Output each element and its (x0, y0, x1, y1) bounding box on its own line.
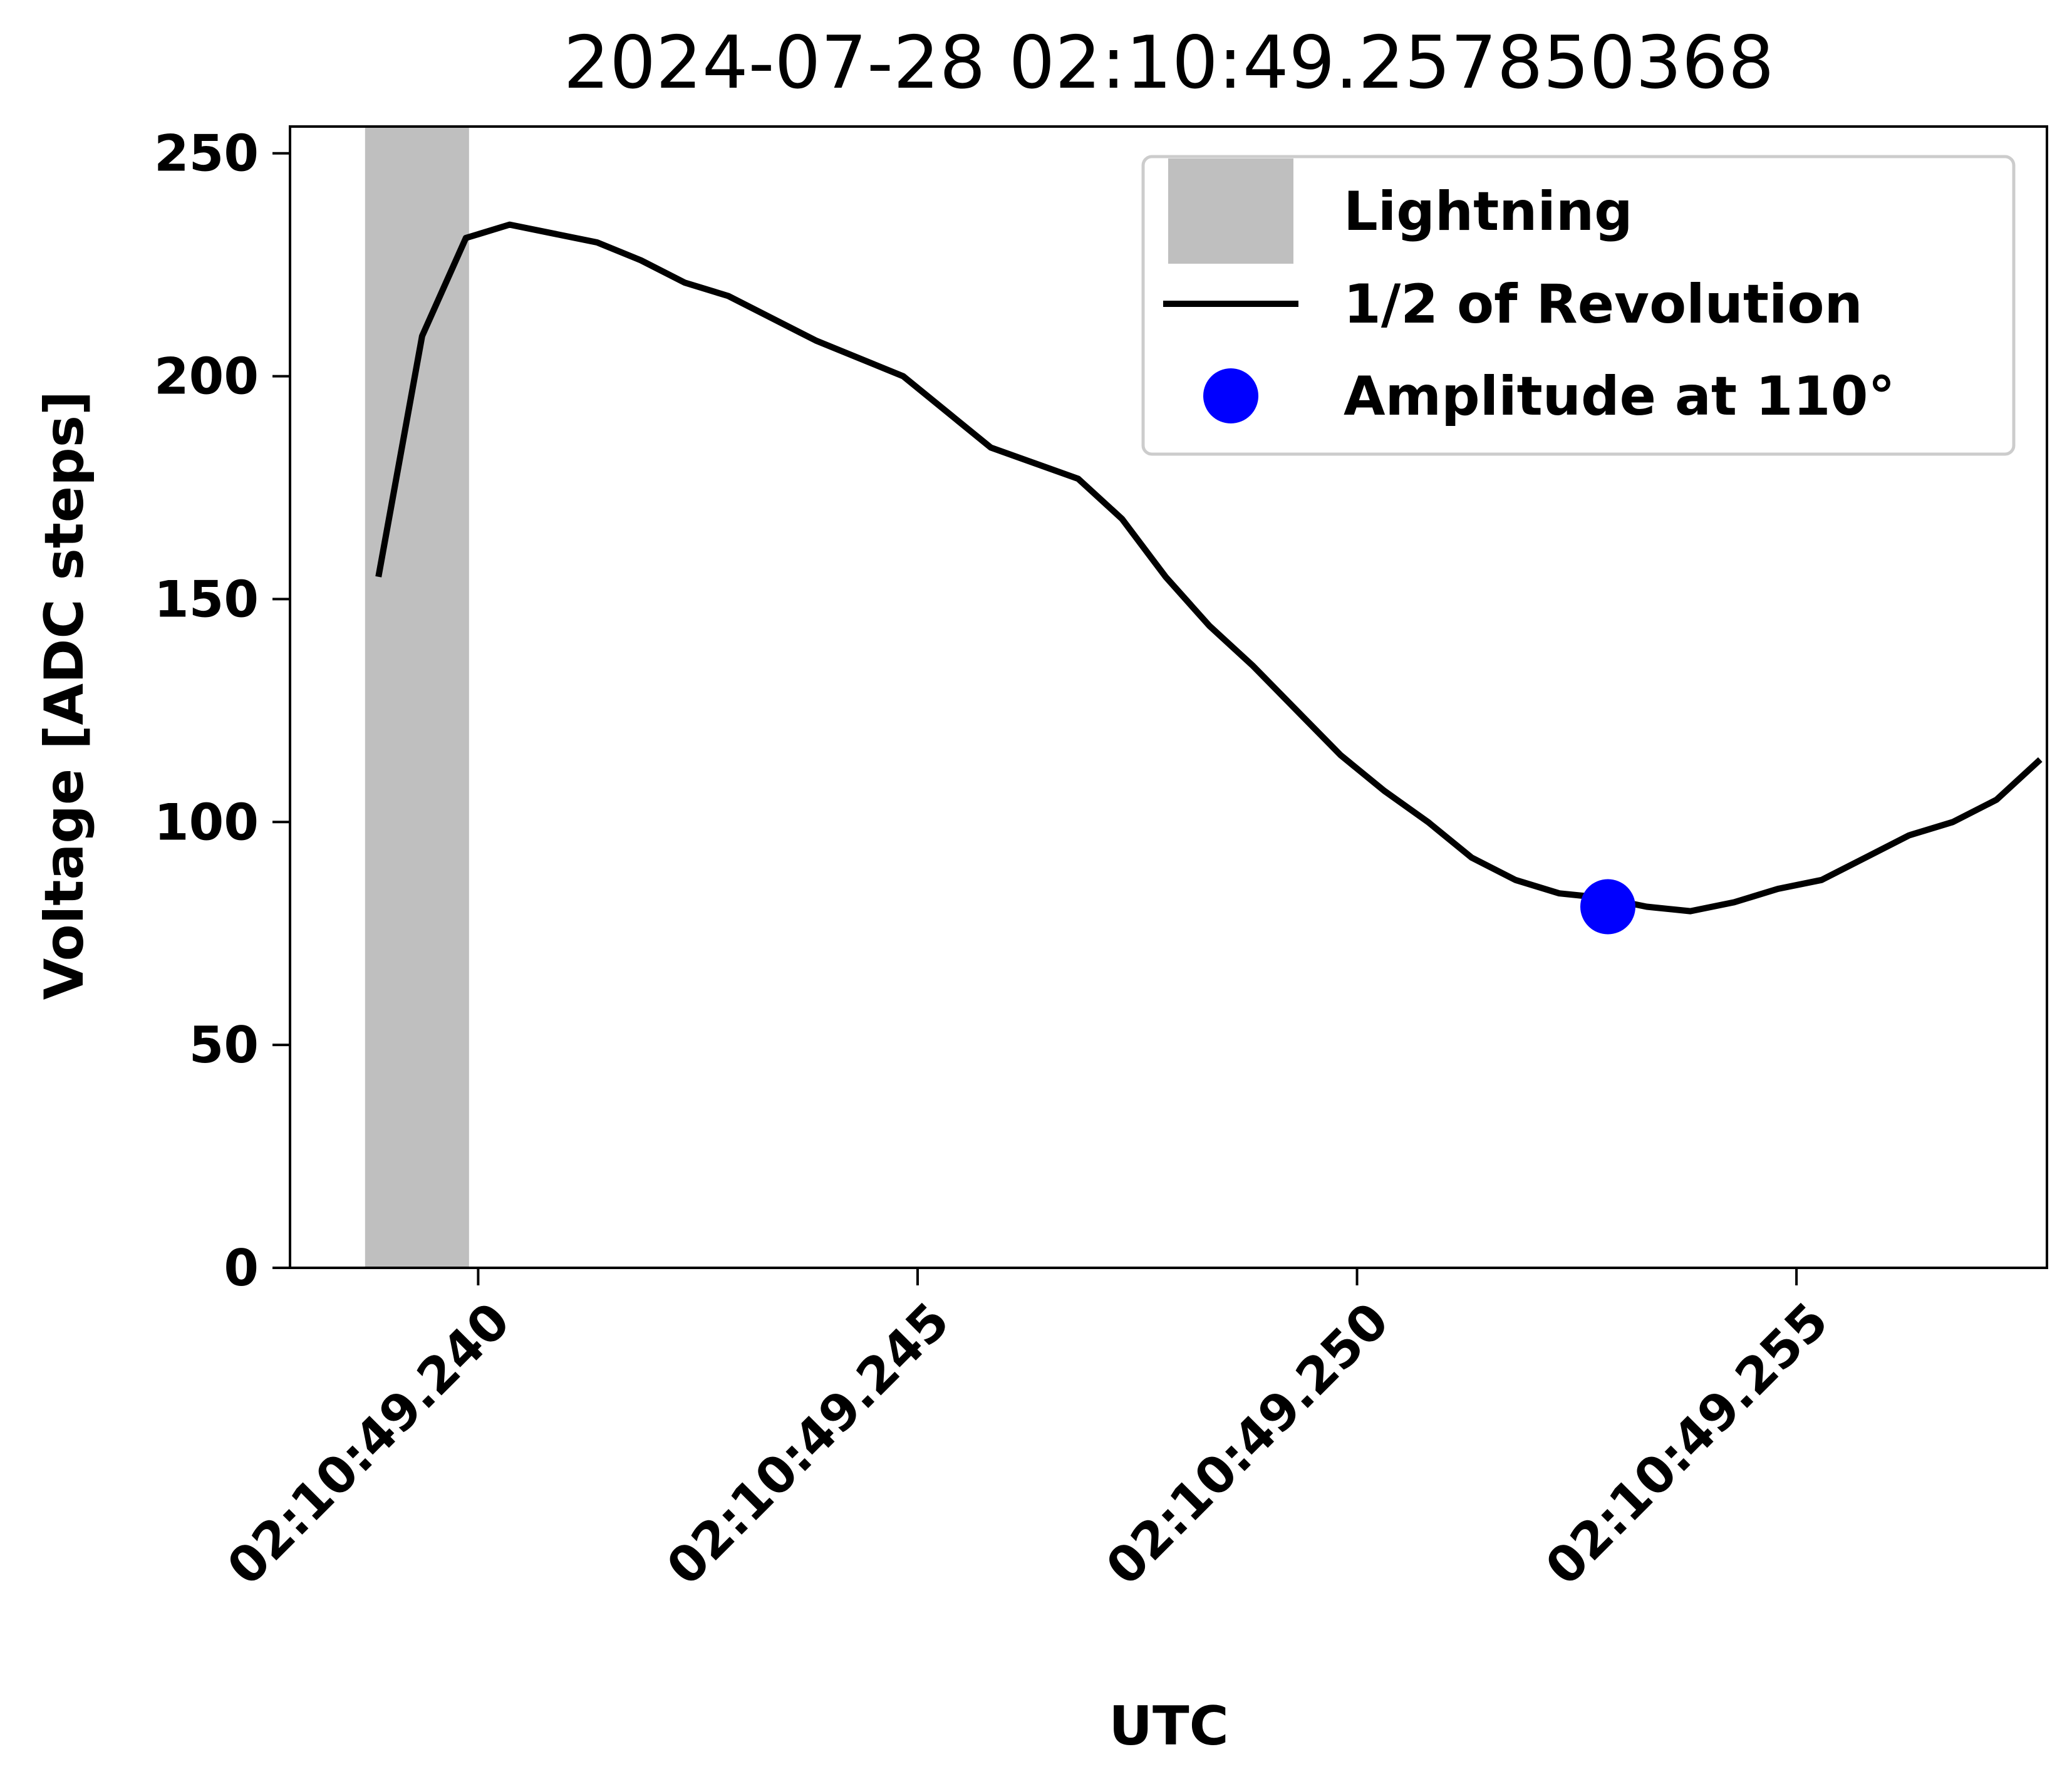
y-tick-label: 200 (154, 348, 259, 406)
y-tick-label: 100 (154, 793, 259, 851)
y-tick-label: 0 (224, 1239, 259, 1297)
axes-frame (289, 125, 2048, 1269)
legend-label: 1/2 of Revolution (1344, 273, 1863, 336)
legend-label: Lightning (1344, 180, 1633, 243)
legend-amplitude-swatch (1203, 368, 1258, 423)
legend-label: Amplitude at 110° (1344, 365, 1895, 428)
y-axis-label: Voltage [ADC steps] (33, 391, 96, 1000)
amplitude-point (1580, 879, 1635, 935)
y-tick-label: 150 (154, 570, 259, 628)
legend: Lightning 1/2 of Revolution Amplitude at 1… (1141, 155, 2016, 456)
revolution-line (375, 221, 2043, 915)
x-tick-label: 02:10:49.240 (216, 1292, 521, 1597)
chart-title: 2024-07-28 02:10:49.257850368 (563, 21, 1774, 105)
y-tick-label: 250 (154, 125, 259, 183)
x-tick-label: 02:10:49.255 (1535, 1292, 1840, 1597)
x-axis-label: UTC (1109, 1695, 1229, 1758)
x-tick-label: 02:10:49.250 (1095, 1292, 1400, 1597)
legend-lightning-swatch (1168, 158, 1293, 264)
x-tick-label: 02:10:49.245 (656, 1292, 961, 1597)
lightning-span (365, 127, 469, 1268)
legend-box (1141, 155, 2016, 456)
y-tick-label: 50 (189, 1016, 259, 1074)
